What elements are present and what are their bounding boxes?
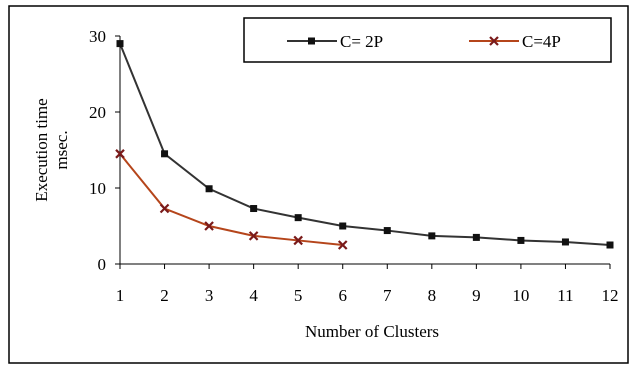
series-2-point — [248, 231, 259, 241]
series-layer — [115, 40, 614, 250]
x-tick-label: 1 — [116, 286, 125, 305]
series-1-point — [606, 241, 614, 249]
point-x-stroke — [293, 235, 303, 246]
series-2-point — [204, 221, 214, 231]
point-x-stroke — [115, 149, 125, 159]
legend-entry-series-1: C= 2P — [287, 32, 383, 51]
series-1-line — [119, 43, 611, 246]
x-tick-label: 12 — [602, 286, 619, 305]
series-1-point — [428, 232, 436, 240]
series-1-point — [294, 214, 302, 222]
y-tick-label: 0 — [98, 255, 107, 274]
legend-label-series-1: C= 2P — [340, 32, 383, 51]
legend-label-series-2: C=4P — [522, 32, 561, 51]
x-tick-label: 5 — [294, 286, 303, 305]
x-tick-label: 10 — [512, 286, 529, 305]
y-axis-label-line-2: msec. — [52, 130, 71, 169]
chart-border — [8, 5, 629, 364]
series-1-point — [116, 40, 124, 48]
y-tick-label: 10 — [89, 179, 106, 198]
x-tick-label: 2 — [160, 286, 169, 305]
series-1-point — [383, 227, 391, 235]
series-1-point — [339, 222, 347, 230]
y-axis-label-line-1: Execution time — [32, 98, 51, 201]
x-tick-label: 9 — [472, 286, 481, 305]
point-x-stroke — [159, 203, 170, 214]
series-2-point — [115, 149, 125, 159]
series-2-point — [337, 240, 348, 250]
y-axis-label: Execution time msec. — [32, 98, 71, 201]
series-2-point — [159, 203, 170, 214]
series-2-line — [119, 153, 343, 246]
x-tick-label: 6 — [338, 286, 347, 305]
point-x-stroke — [248, 231, 259, 241]
series-1-point — [517, 236, 525, 244]
legend-marker-x-icon — [489, 36, 499, 46]
y-axis-ticks: 0 10 20 30 — [89, 27, 120, 274]
legend-marker-square-icon — [308, 37, 315, 45]
legend: C= 2P C=4P — [243, 17, 612, 63]
series-2-point — [293, 235, 303, 246]
series-1-point — [161, 150, 169, 158]
y-tick-label: 30 — [89, 27, 106, 46]
x-tick-label: 4 — [249, 286, 258, 305]
x-axis-label: Number of Clusters — [305, 322, 439, 341]
point-x-stroke — [337, 240, 348, 250]
legend-entry-series-2: C=4P — [469, 32, 561, 51]
point-x-stroke — [204, 221, 214, 231]
y-tick-label: 20 — [89, 103, 106, 122]
series-1-point — [561, 238, 569, 246]
x-tick-label: 8 — [428, 286, 437, 305]
series-1-point — [250, 205, 258, 213]
x-tick-label: 7 — [383, 286, 392, 305]
x-tick-label: 11 — [557, 286, 573, 305]
series-1-point — [472, 233, 480, 241]
x-axis-ticks: 1 2 3 4 5 6 7 8 9 10 11 12 — [116, 264, 619, 305]
x-tick-label: 3 — [205, 286, 214, 305]
series-1-point — [205, 185, 213, 193]
